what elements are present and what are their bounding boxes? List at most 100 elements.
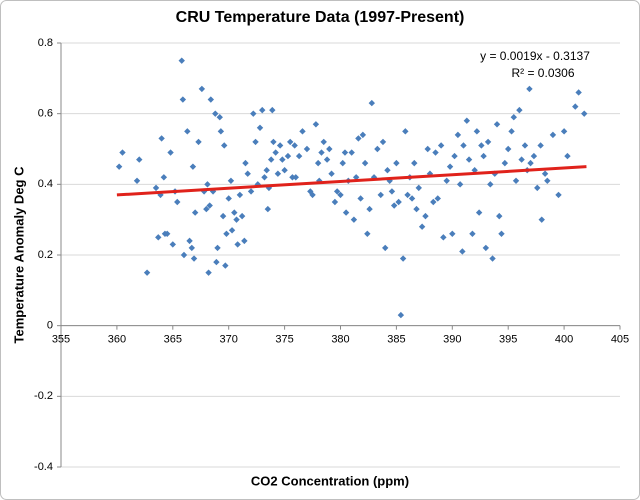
point xyxy=(190,255,198,262)
point xyxy=(443,177,450,184)
point xyxy=(359,131,367,139)
point xyxy=(484,138,492,146)
point xyxy=(496,212,503,220)
point xyxy=(422,212,429,220)
point xyxy=(463,117,471,124)
point xyxy=(501,159,509,167)
point xyxy=(331,198,339,206)
point xyxy=(408,195,416,202)
point xyxy=(228,227,236,234)
point xyxy=(261,174,268,181)
point xyxy=(512,177,520,184)
point xyxy=(482,244,490,252)
point xyxy=(326,145,333,153)
point xyxy=(581,110,588,117)
x-tick-label: 380 xyxy=(331,334,349,346)
point xyxy=(198,85,206,93)
point xyxy=(207,96,215,103)
point xyxy=(395,198,402,206)
point xyxy=(169,241,176,248)
point xyxy=(575,89,582,96)
x-tick-label: 355 xyxy=(52,334,70,346)
point xyxy=(272,149,279,156)
point xyxy=(318,149,325,156)
point xyxy=(309,191,316,199)
point xyxy=(204,181,211,188)
point xyxy=(167,149,174,156)
y-tick-label: -0.2 xyxy=(34,390,53,402)
point xyxy=(231,209,238,216)
point xyxy=(510,114,517,121)
point xyxy=(233,216,240,223)
point xyxy=(560,128,568,135)
point xyxy=(191,209,199,216)
point xyxy=(530,152,538,160)
point xyxy=(451,152,458,160)
point xyxy=(292,174,299,181)
point xyxy=(397,311,405,319)
point xyxy=(449,230,456,237)
point xyxy=(516,106,523,114)
y-tick-label: 0.6 xyxy=(38,108,53,120)
point xyxy=(430,198,437,206)
point xyxy=(241,237,248,245)
point xyxy=(355,135,362,142)
point xyxy=(158,135,165,142)
point xyxy=(333,188,341,195)
point xyxy=(432,149,439,156)
point xyxy=(188,244,196,252)
point xyxy=(225,195,232,202)
trend-equation: y = 0.0019x - 0.3137 xyxy=(480,49,590,63)
point xyxy=(265,184,273,192)
point xyxy=(426,170,434,177)
point xyxy=(186,237,193,245)
point xyxy=(281,167,288,174)
chart-title: CRU Temperature Data (1997-Present) xyxy=(176,9,465,26)
point xyxy=(379,138,387,146)
point xyxy=(222,262,229,269)
point xyxy=(388,188,396,195)
point xyxy=(206,202,213,209)
x-tick-label: 405 xyxy=(611,334,629,346)
y-tick-label: 0.4 xyxy=(38,178,53,190)
point xyxy=(368,99,376,107)
point xyxy=(493,121,501,128)
point xyxy=(227,177,235,184)
point xyxy=(454,131,462,139)
point xyxy=(320,138,327,146)
point xyxy=(256,124,264,131)
point xyxy=(348,149,355,156)
point xyxy=(160,174,168,181)
point xyxy=(219,212,227,220)
point xyxy=(212,110,219,117)
point xyxy=(267,156,275,163)
point xyxy=(289,174,296,181)
point xyxy=(247,188,255,195)
point xyxy=(534,184,541,192)
x-tick-label: 385 xyxy=(387,334,405,346)
point xyxy=(434,195,441,202)
point xyxy=(216,114,223,121)
trendline xyxy=(116,165,587,197)
point xyxy=(555,191,562,199)
point xyxy=(498,230,505,237)
y-tick-label: -0.4 xyxy=(34,461,53,473)
point xyxy=(136,156,143,163)
point xyxy=(178,57,185,64)
point xyxy=(459,248,466,255)
point xyxy=(440,234,447,241)
x-tick-label: 395 xyxy=(499,334,517,346)
point xyxy=(270,138,277,146)
point xyxy=(549,131,557,139)
point xyxy=(337,191,344,199)
point xyxy=(291,142,298,149)
point xyxy=(404,191,411,199)
point xyxy=(508,128,515,135)
point xyxy=(303,145,311,153)
point xyxy=(312,121,320,128)
point xyxy=(242,159,249,167)
point xyxy=(263,167,270,174)
y-tick-label: 0 xyxy=(47,320,53,332)
point xyxy=(399,255,407,262)
point xyxy=(164,230,171,237)
